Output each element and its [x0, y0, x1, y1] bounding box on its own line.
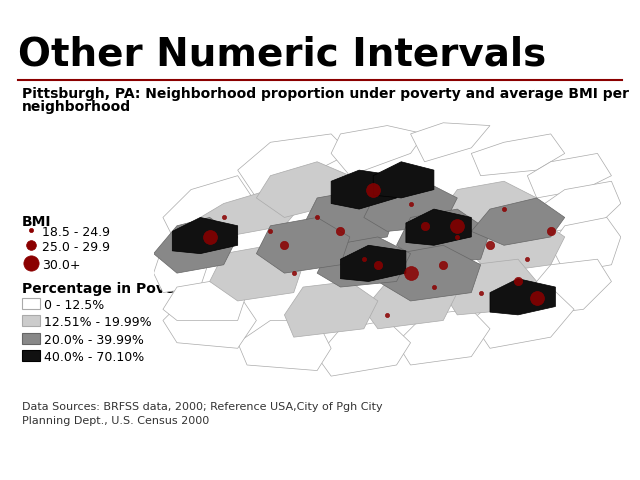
Polygon shape: [444, 181, 537, 226]
Polygon shape: [527, 259, 611, 315]
Polygon shape: [237, 134, 350, 198]
Text: 20.0% - 39.99%: 20.0% - 39.99%: [44, 334, 144, 347]
Polygon shape: [397, 309, 490, 365]
Polygon shape: [200, 190, 303, 237]
Polygon shape: [471, 217, 564, 273]
Polygon shape: [471, 198, 564, 245]
Polygon shape: [490, 279, 556, 315]
Text: 25.0 - 29.9: 25.0 - 29.9: [42, 241, 110, 254]
Bar: [22, 315, 40, 326]
Polygon shape: [317, 237, 411, 287]
Polygon shape: [378, 245, 481, 301]
Polygon shape: [303, 190, 397, 245]
Polygon shape: [284, 281, 378, 337]
Polygon shape: [406, 209, 471, 245]
Polygon shape: [237, 321, 331, 371]
Text: Pittsburgh, PA: Neighborhood proportion under poverty and average BMI per: Pittsburgh, PA: Neighborhood proportion …: [22, 87, 629, 101]
Polygon shape: [373, 162, 434, 198]
Polygon shape: [331, 126, 424, 176]
Polygon shape: [340, 245, 406, 281]
Bar: [22, 333, 40, 344]
Text: 12.51% - 19.99%: 12.51% - 19.99%: [44, 316, 152, 329]
Polygon shape: [331, 170, 397, 209]
Polygon shape: [527, 154, 611, 198]
Text: Data Sources: BRFSS data, 2000; Reference USA,City of Pgh City
Planning Dept., U: Data Sources: BRFSS data, 2000; Referenc…: [22, 402, 383, 426]
Polygon shape: [471, 287, 574, 348]
Polygon shape: [163, 293, 257, 348]
Polygon shape: [154, 217, 237, 273]
Polygon shape: [172, 217, 237, 253]
Polygon shape: [550, 217, 621, 273]
Text: 30.0+: 30.0+: [42, 259, 81, 272]
Polygon shape: [444, 259, 537, 315]
Polygon shape: [257, 217, 350, 273]
Polygon shape: [257, 162, 350, 217]
Polygon shape: [397, 209, 490, 265]
Polygon shape: [210, 245, 303, 301]
Text: Percentage in Poverty: Percentage in Poverty: [22, 282, 197, 296]
Polygon shape: [471, 134, 564, 176]
Polygon shape: [364, 273, 457, 329]
Text: 40.0% - 70.10%: 40.0% - 70.10%: [44, 351, 144, 364]
Polygon shape: [163, 176, 257, 245]
Bar: [22, 350, 40, 361]
Polygon shape: [537, 181, 621, 231]
Text: 18.5 - 24.9: 18.5 - 24.9: [42, 226, 110, 239]
Polygon shape: [411, 123, 490, 162]
Polygon shape: [317, 321, 411, 376]
Text: 0 - 12.5%: 0 - 12.5%: [44, 299, 104, 312]
Polygon shape: [154, 237, 210, 293]
Text: neighborhood: neighborhood: [22, 100, 131, 114]
Text: Other Numeric Intervals: Other Numeric Intervals: [18, 35, 547, 73]
Polygon shape: [364, 181, 457, 231]
Text: BMI: BMI: [22, 215, 51, 229]
Polygon shape: [163, 281, 247, 321]
Bar: [22, 298, 40, 309]
